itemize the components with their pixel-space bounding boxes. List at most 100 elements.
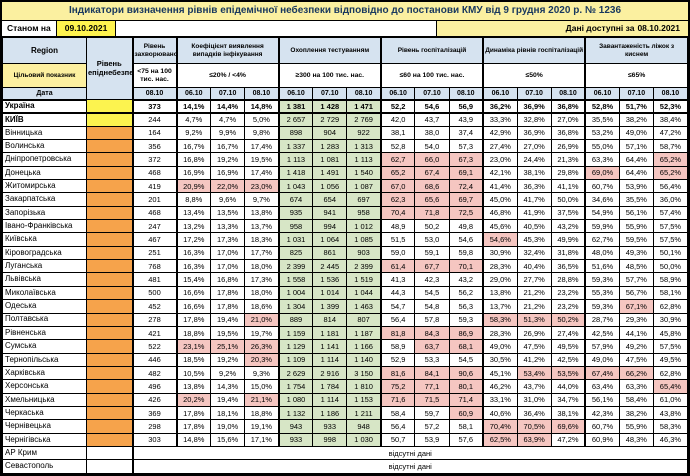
morb-value: 468: [131, 165, 177, 181]
header-row-groups: Region Рівень епіднебезпеки Рівень захво…: [2, 37, 688, 100]
coef-value: 19,4%: [210, 392, 246, 407]
test-value: 807: [346, 312, 382, 327]
dyn-value: 53,4%: [516, 365, 552, 381]
dyn-value: 41,4%: [482, 179, 518, 194]
hosp-value: 50,2: [414, 219, 450, 234]
table-header: Region Рівень епіднебезпеки Рівень захво…: [2, 37, 688, 101]
coef-value: 19,5%: [210, 325, 246, 341]
beds-value: 49,5%: [652, 352, 688, 367]
morb-value: 446: [131, 352, 177, 367]
dyn-value: 21,3%: [550, 152, 586, 167]
coef-value: 17,8%: [210, 285, 246, 301]
coef-value: 26,3%: [244, 339, 280, 354]
coef-value: 16,9%: [210, 165, 246, 181]
dyn-value: 21,2%: [516, 299, 552, 314]
dyn-value: 40,6%: [482, 405, 518, 421]
hosp-value: 54,5: [414, 285, 450, 301]
dyn-value: 50,2%: [550, 312, 586, 327]
dyn-value: 28,8%: [550, 272, 586, 287]
table-row: Чернівецька 298 17,8% 19,0% 19,1% 943 933 948 56…: [2, 419, 688, 434]
test-value: 933: [312, 419, 348, 434]
epidemic-level-cell: [86, 139, 133, 154]
beds-value: 56,1%: [618, 205, 654, 221]
dyn-value: 36,5%: [550, 259, 586, 274]
test-value: 2 657: [277, 112, 314, 127]
test-value: 1 014: [312, 285, 348, 301]
hosp-value: 71,8: [414, 205, 450, 221]
test-value: 1 114: [312, 352, 348, 367]
epidemic-level-column-header: Рівень епіднебезпеки: [86, 37, 133, 100]
beds-value: 58,1%: [652, 285, 688, 301]
dyn-value: 42,5%: [550, 352, 586, 367]
coef-value: 17,8%: [175, 419, 212, 434]
table-row: Кіровоградська 251 16,3% 17,0% 17,7% 825 861 90…: [2, 245, 688, 261]
region-name: Вінницька: [2, 125, 87, 141]
coef-value: 16,3%: [175, 259, 212, 274]
hosp-value: 44,3: [379, 285, 416, 301]
coef-value: 19,5%: [244, 152, 280, 167]
test-value: 1 519: [346, 272, 382, 287]
hosp-value: 62,7: [379, 152, 416, 167]
coef-value: 17,8%: [210, 299, 246, 314]
hosp-value: 56,3: [448, 299, 484, 314]
test-value: 1 304: [277, 299, 314, 314]
beds-value: 67,1%: [618, 299, 654, 314]
morb-value: 278: [131, 312, 177, 327]
dyn-value: 40,5%: [516, 219, 552, 234]
dyn-value: 41,2%: [516, 352, 552, 367]
test-value: 2 769: [346, 112, 382, 127]
hosp-value: 67,7: [414, 259, 450, 274]
coef-value: 15,6%: [210, 432, 246, 447]
epidemic-level-cell: [86, 365, 133, 381]
hosp-value: 69,7: [448, 192, 484, 207]
coef-value: 22,0%: [210, 179, 246, 194]
beds-value: 62,8%: [652, 365, 688, 381]
coef-value: 18,0%: [244, 259, 280, 274]
hosp-value: 67,0: [379, 179, 416, 194]
hosp-value: 41,3: [379, 272, 416, 287]
dyn-value: 33,3%: [482, 112, 518, 127]
beds-value: 69,0%: [584, 165, 620, 181]
coef-value: 15,4%: [175, 272, 212, 287]
epidemic-level-cell: [86, 98, 133, 114]
table-row: Херсонська 496 13,8% 14,3% 15,0% 1 754 1 784 1 …: [2, 379, 688, 394]
epidemic-level-cell: [86, 392, 133, 407]
hosp-value: 71,4: [448, 392, 484, 407]
test-value: 1 381: [277, 98, 314, 114]
coef-value: 16,6%: [175, 299, 212, 314]
test-value: 2 916: [312, 365, 348, 381]
beds-value: 50,0%: [652, 259, 688, 274]
hosp-value: 81,6: [379, 365, 416, 381]
hosp-value: 52,8: [379, 139, 416, 154]
test-value: 1 418: [277, 165, 314, 181]
region-name: Житомирська: [2, 179, 87, 194]
hosp-value: 57,6: [448, 432, 484, 447]
hosp-value: 54,6: [448, 232, 484, 247]
epidemic-level-cell: [86, 245, 133, 261]
region-name: Івано-Франківська: [2, 219, 87, 234]
test-value: 3 150: [346, 365, 382, 381]
region-name: Севастополь: [2, 459, 87, 474]
hosp-value: 48,9: [379, 219, 416, 234]
epidemic-level-cell: [86, 339, 133, 354]
date-header: 06.10: [379, 87, 416, 101]
coef-value: 15,0%: [244, 379, 280, 394]
dyn-value: 36,3%: [516, 179, 552, 194]
coef-value: 9,9%: [210, 125, 246, 141]
region-name: Полтавська: [2, 312, 87, 327]
coef-value: 4,7%: [210, 112, 246, 127]
morb-value: 452: [131, 299, 177, 314]
table-row: Волинська 356 16,7% 16,7% 17,4% 1 337 1 283 1 3…: [2, 139, 688, 154]
epidemic-level-cell: [86, 192, 133, 207]
hosp-value: 70,1: [448, 259, 484, 274]
beds-value: 42,5%: [584, 325, 620, 341]
hosp-value: 71,5: [414, 392, 450, 407]
coef-value: 17,8%: [175, 312, 212, 327]
hosp-value: 84,3: [414, 325, 450, 341]
coef-value: 17,8%: [175, 405, 212, 421]
column-group-morb: Рівень захворюваності: [131, 37, 177, 64]
region-name: Київська: [2, 232, 87, 247]
dyn-value: 27,4%: [550, 325, 586, 341]
dyn-value: 49,9%: [550, 232, 586, 247]
